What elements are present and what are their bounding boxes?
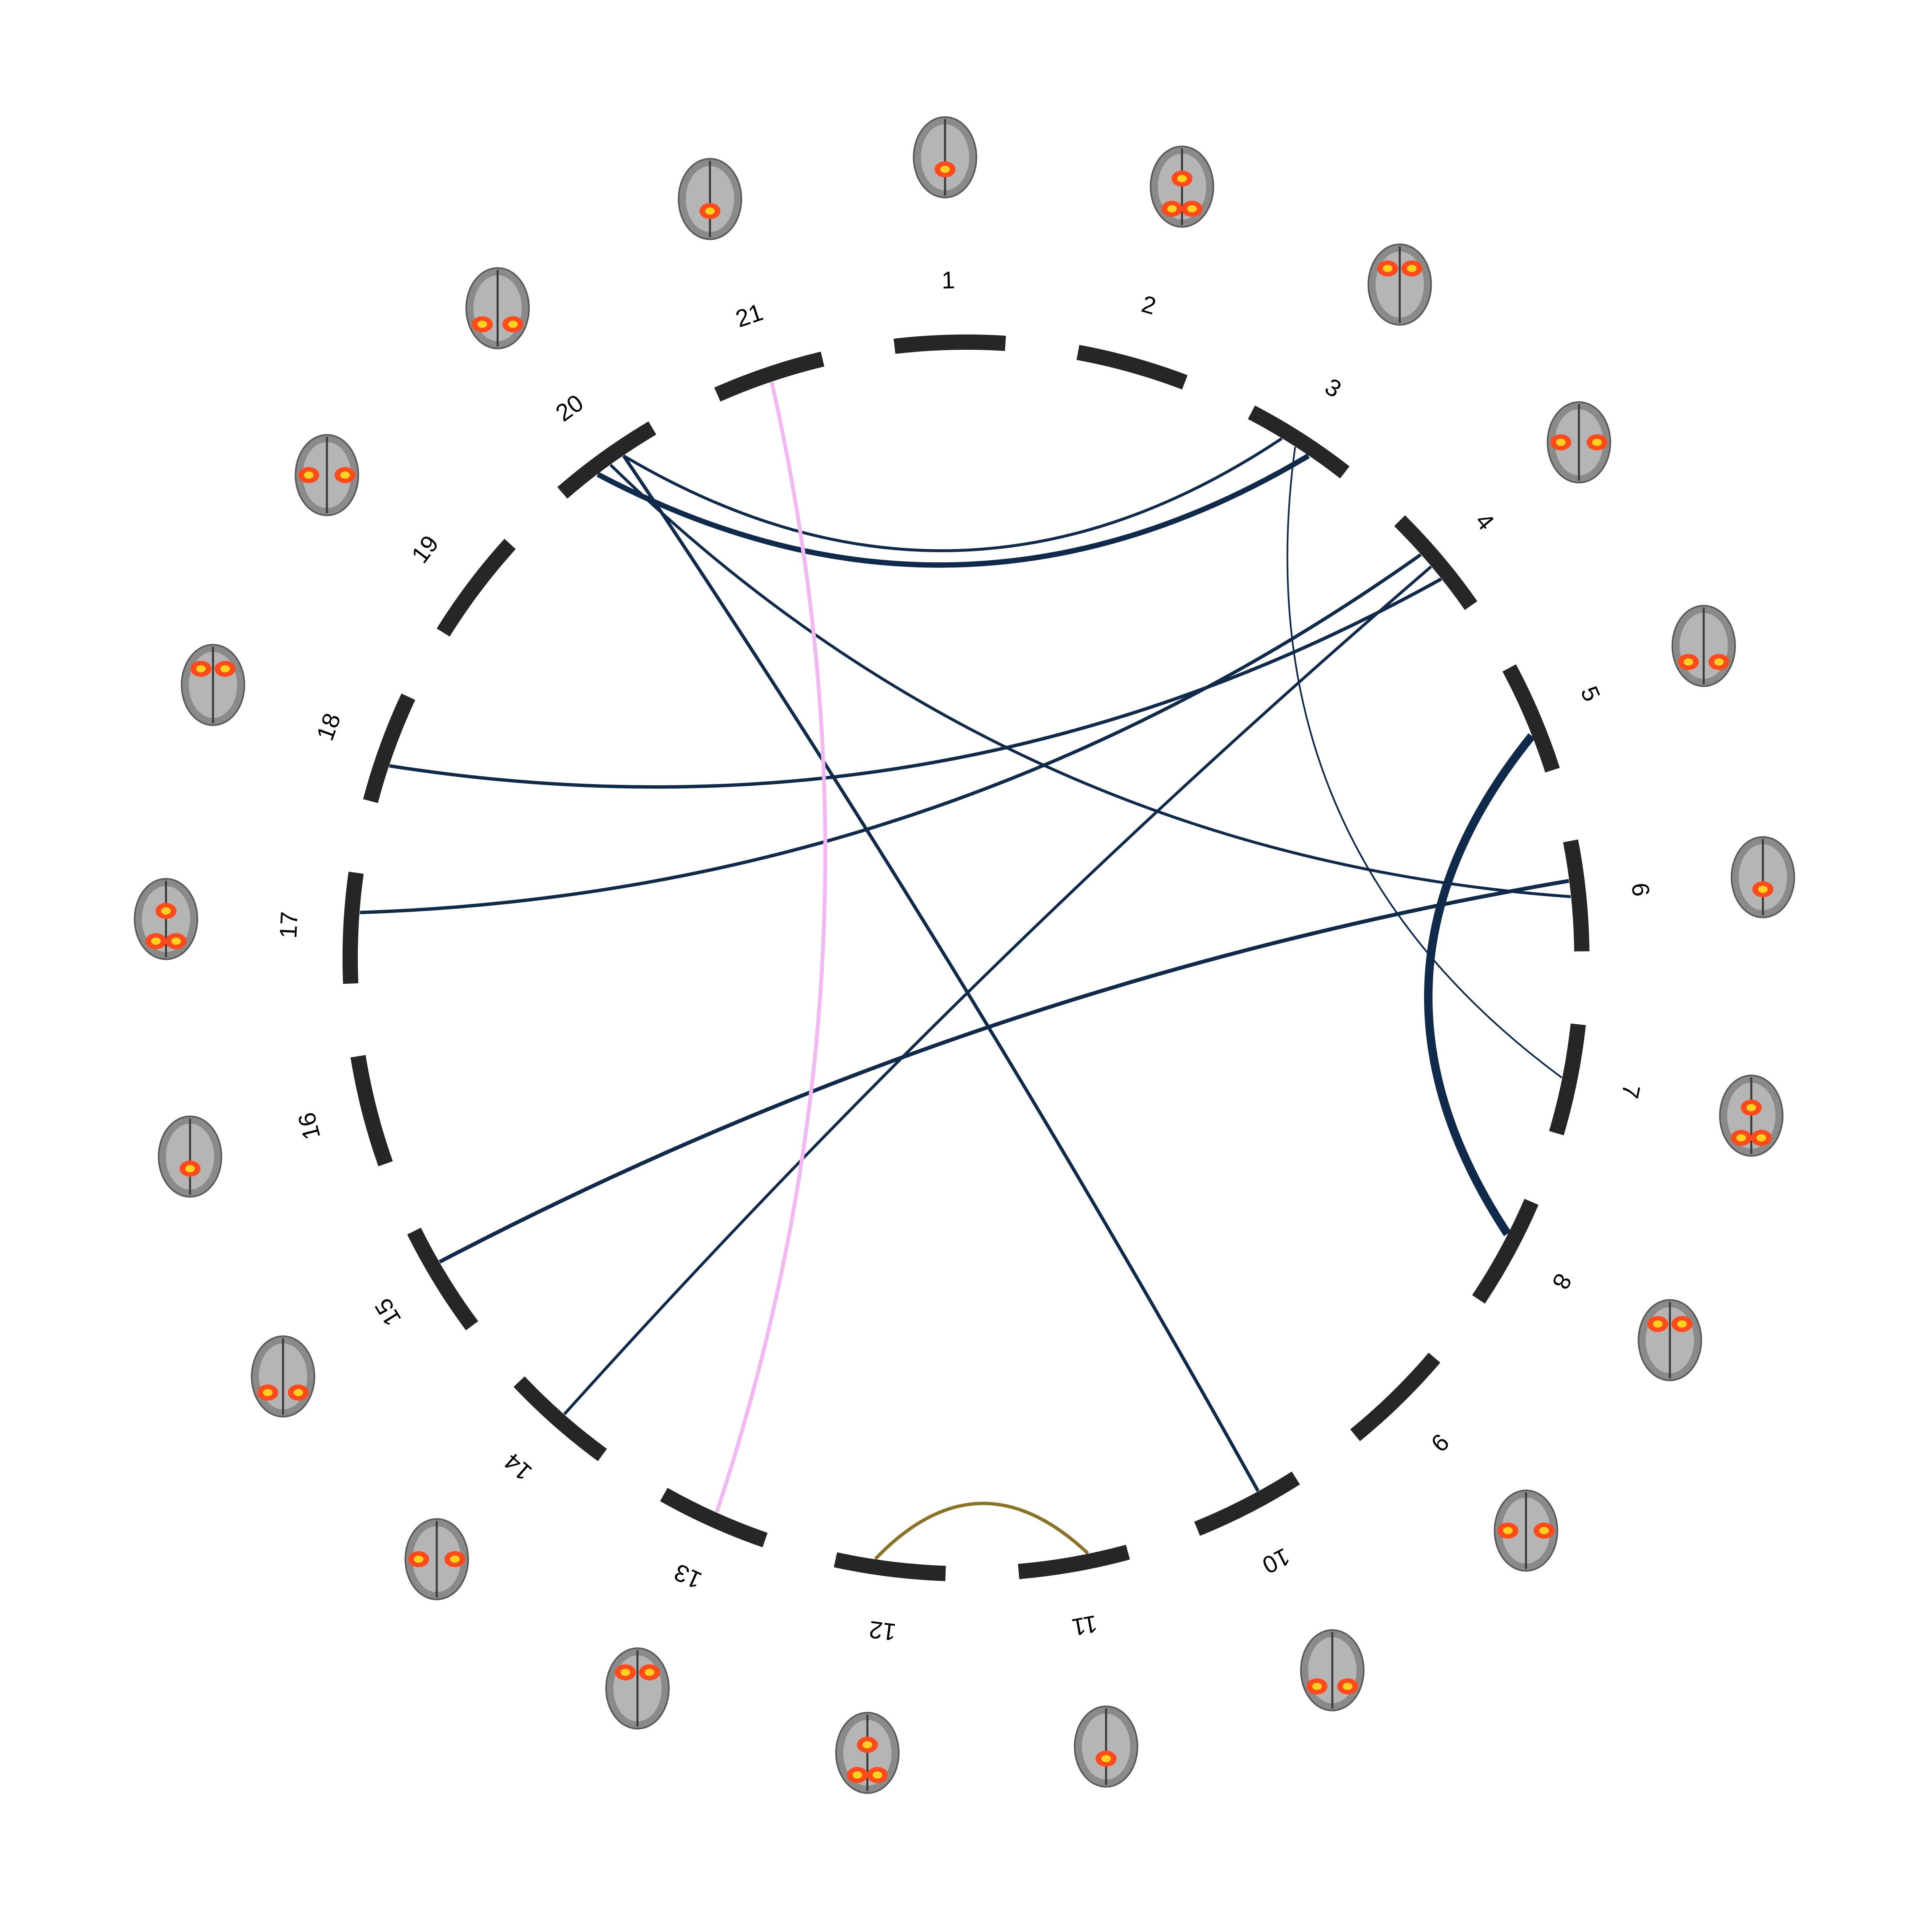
segment-label-2: 2 bbox=[1139, 290, 1159, 320]
brain-thumbnail-8 bbox=[1637, 1299, 1702, 1381]
brain-thumbnail-18 bbox=[181, 644, 246, 726]
segment-label-16: 16 bbox=[293, 1110, 325, 1142]
brain-thumbnail-4 bbox=[1546, 401, 1611, 483]
segment-arc-9 bbox=[1350, 1352, 1441, 1441]
segment-label-7: 7 bbox=[1616, 1082, 1645, 1101]
brain-thumbnail-19 bbox=[295, 434, 359, 516]
segment-arc-13 bbox=[660, 1488, 768, 1548]
segment-arc-21 bbox=[714, 351, 825, 402]
segment-arc-18 bbox=[363, 693, 415, 803]
segment-label-9: 9 bbox=[1426, 1428, 1454, 1457]
brain-thumbnail-10 bbox=[1300, 1629, 1365, 1711]
brain-thumbnail-21 bbox=[677, 158, 742, 240]
brain-thumbnail-2 bbox=[1150, 145, 1214, 228]
link-20-3 bbox=[597, 453, 1310, 568]
link-20-6 bbox=[609, 464, 1571, 898]
segment-label-3: 3 bbox=[1320, 373, 1346, 402]
segment-label-17: 17 bbox=[275, 911, 303, 939]
link-4-14 bbox=[563, 566, 1432, 1415]
segment-arc-12 bbox=[834, 1552, 946, 1581]
segment-label-20: 20 bbox=[551, 389, 588, 427]
segment-arc-6 bbox=[1563, 839, 1589, 952]
link-4-17 bbox=[360, 553, 1422, 914]
link-3-7 bbox=[1286, 447, 1563, 1079]
segment-arc-7 bbox=[1549, 1023, 1586, 1135]
segment-label-13: 13 bbox=[670, 1558, 706, 1594]
segment-arc-15 bbox=[407, 1228, 479, 1331]
segment-arc-1 bbox=[894, 334, 1006, 354]
segment-arc-2 bbox=[1076, 345, 1188, 390]
segment-label-4: 4 bbox=[1470, 508, 1500, 535]
link-12-11 bbox=[874, 1502, 1089, 1560]
segment-label-18: 18 bbox=[311, 710, 346, 744]
segment-label-15: 15 bbox=[369, 1294, 407, 1331]
brain-thumbnail-14 bbox=[405, 1518, 469, 1600]
brain-thumbnail-9 bbox=[1494, 1489, 1558, 1572]
segment-arc-16 bbox=[350, 1055, 393, 1166]
segment-arc-3 bbox=[1248, 405, 1350, 479]
brain-thumbnail-1 bbox=[912, 116, 977, 198]
brain-thumbnail-12 bbox=[835, 1711, 900, 1794]
segment-arc-4 bbox=[1394, 515, 1478, 610]
brain-thumbnail-20 bbox=[465, 267, 530, 349]
brain-thumbnail-11 bbox=[1074, 1705, 1138, 1788]
link-4-18 bbox=[389, 577, 1442, 789]
link-6-15 bbox=[439, 879, 1569, 1264]
segment-arc-5 bbox=[1502, 664, 1560, 773]
segment-label-12: 12 bbox=[867, 1616, 898, 1646]
link-3-20 bbox=[623, 437, 1283, 552]
brain-thumbnail-7 bbox=[1719, 1074, 1783, 1157]
segment-label-1: 1 bbox=[941, 266, 955, 294]
segments-layer bbox=[342, 334, 1589, 1581]
segment-label-5: 5 bbox=[1575, 682, 1606, 705]
segment-label-14: 14 bbox=[499, 1448, 537, 1486]
thumbnails-layer bbox=[134, 116, 1795, 1794]
segment-arc-10 bbox=[1194, 1471, 1300, 1536]
segment-arc-11 bbox=[1018, 1544, 1130, 1579]
segment-arc-17 bbox=[342, 871, 364, 984]
brain-thumbnail-3 bbox=[1367, 244, 1432, 326]
links-layer bbox=[360, 382, 1571, 1560]
brain-thumbnail-17 bbox=[134, 878, 198, 960]
segment-arc-19 bbox=[436, 539, 516, 637]
segment-label-8: 8 bbox=[1547, 1269, 1577, 1294]
segment-label-21: 21 bbox=[732, 298, 766, 332]
brain-thumbnail-6 bbox=[1730, 836, 1795, 919]
segment-label-10: 10 bbox=[1258, 1543, 1294, 1579]
link-5-8 bbox=[1424, 733, 1535, 1236]
link-21-13 bbox=[715, 382, 828, 1513]
segment-arc-20 bbox=[557, 421, 656, 499]
segment-arc-14 bbox=[513, 1376, 607, 1461]
segment-label-11: 11 bbox=[1070, 1610, 1099, 1641]
brain-thumbnail-15 bbox=[251, 1335, 316, 1418]
segment-label-6: 6 bbox=[1627, 881, 1655, 898]
brain-thumbnail-16 bbox=[158, 1115, 223, 1198]
segment-arc-8 bbox=[1472, 1199, 1539, 1304]
segment-label-19: 19 bbox=[406, 530, 444, 568]
brain-thumbnail-13 bbox=[605, 1647, 670, 1730]
link-20-10 bbox=[622, 455, 1260, 1492]
brain-thumbnail-5 bbox=[1671, 605, 1736, 687]
